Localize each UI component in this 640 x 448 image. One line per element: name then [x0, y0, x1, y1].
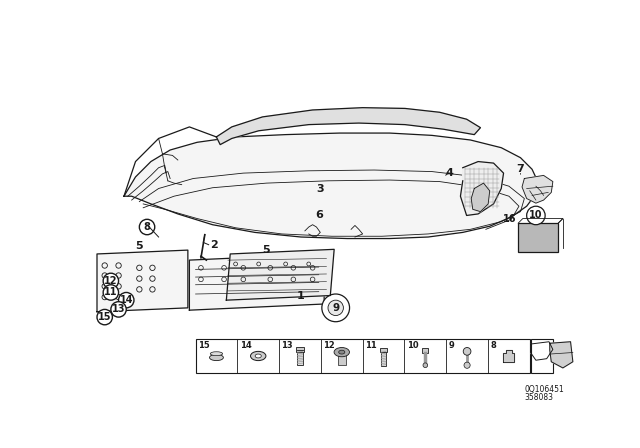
Circle shape [103, 285, 118, 300]
Polygon shape [531, 342, 553, 360]
Text: 16: 16 [503, 214, 516, 224]
Text: 4: 4 [445, 168, 454, 178]
FancyBboxPatch shape [196, 339, 530, 373]
Text: 2: 2 [210, 240, 218, 250]
Text: 13: 13 [282, 341, 293, 350]
Text: 1: 1 [297, 291, 305, 302]
Polygon shape [550, 342, 573, 368]
Text: 15: 15 [98, 312, 111, 322]
Circle shape [97, 310, 113, 325]
Text: 5: 5 [262, 245, 270, 255]
Text: 13: 13 [112, 304, 125, 314]
Polygon shape [460, 162, 504, 215]
Circle shape [322, 294, 349, 322]
Circle shape [140, 220, 155, 235]
Polygon shape [504, 350, 515, 362]
Circle shape [464, 362, 470, 368]
Circle shape [328, 300, 344, 315]
Text: 15: 15 [198, 341, 210, 350]
FancyBboxPatch shape [338, 354, 346, 365]
Text: 8: 8 [490, 341, 496, 350]
Text: 9: 9 [332, 303, 339, 313]
Ellipse shape [334, 348, 349, 357]
Polygon shape [522, 176, 553, 203]
FancyBboxPatch shape [422, 348, 428, 353]
Polygon shape [124, 133, 538, 238]
Polygon shape [471, 183, 490, 211]
FancyBboxPatch shape [296, 347, 304, 352]
Text: 8: 8 [143, 222, 150, 232]
Circle shape [423, 363, 428, 367]
Polygon shape [216, 108, 481, 145]
FancyBboxPatch shape [298, 348, 303, 365]
Ellipse shape [250, 351, 266, 361]
Text: 9: 9 [449, 341, 454, 350]
Text: 14: 14 [120, 295, 133, 305]
Text: 14: 14 [239, 341, 252, 350]
Text: 11: 11 [104, 288, 118, 297]
Polygon shape [97, 250, 188, 312]
Circle shape [103, 273, 118, 289]
Text: 12: 12 [104, 276, 118, 286]
Text: 5: 5 [136, 241, 143, 251]
Ellipse shape [209, 354, 223, 361]
Circle shape [111, 302, 126, 317]
Text: 10: 10 [529, 211, 543, 220]
Text: 358083: 358083 [524, 392, 554, 401]
FancyBboxPatch shape [381, 352, 386, 366]
Ellipse shape [339, 350, 345, 354]
FancyBboxPatch shape [531, 339, 553, 373]
Text: 7: 7 [516, 164, 524, 174]
Text: 3: 3 [317, 184, 324, 194]
FancyBboxPatch shape [380, 348, 387, 352]
Circle shape [118, 293, 134, 308]
Polygon shape [227, 250, 334, 300]
Text: 0Q106451: 0Q106451 [524, 385, 564, 394]
Text: 10: 10 [407, 341, 419, 350]
Text: 12: 12 [323, 341, 335, 350]
FancyBboxPatch shape [518, 223, 558, 252]
Circle shape [527, 206, 545, 225]
Polygon shape [189, 254, 324, 310]
Ellipse shape [255, 354, 261, 358]
Circle shape [463, 348, 471, 355]
Text: 11: 11 [365, 341, 377, 350]
Text: 6: 6 [315, 211, 323, 220]
Ellipse shape [211, 352, 223, 356]
